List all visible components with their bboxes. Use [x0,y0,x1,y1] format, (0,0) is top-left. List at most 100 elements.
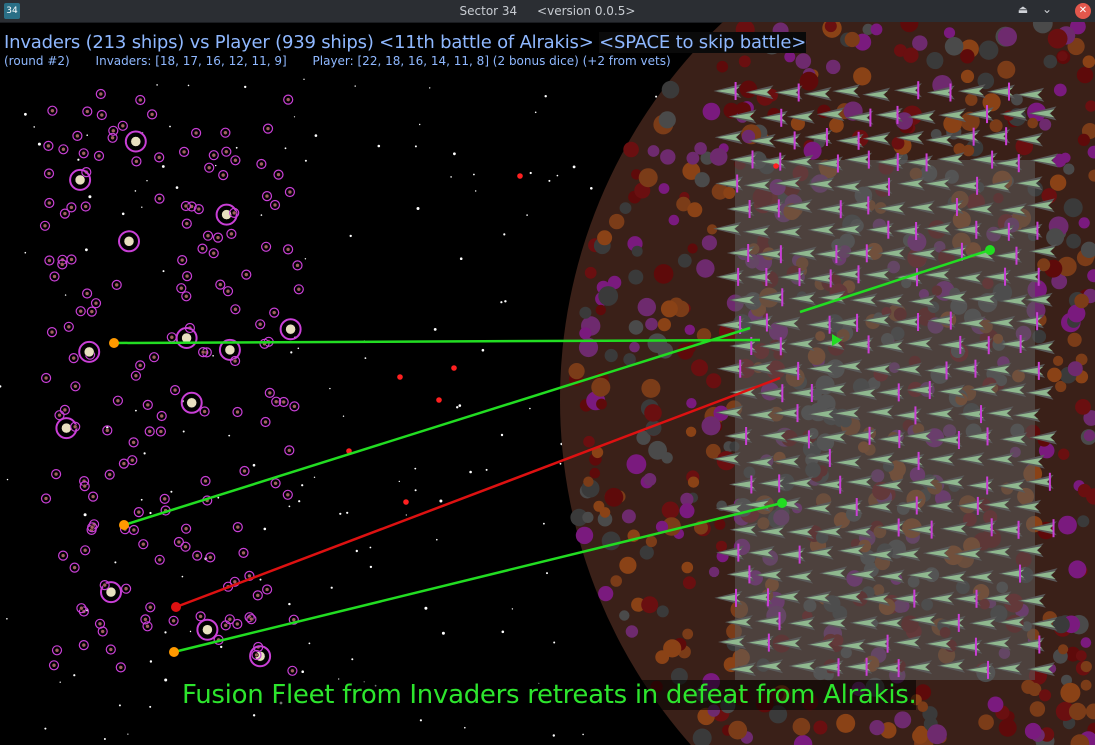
player-ship [728,662,757,677]
player-ship-engine [915,222,918,240]
star [501,630,505,634]
window-close-button[interactable]: ✕ [1075,3,1091,19]
window-minimize-button[interactable]: ⌄ [1041,2,1053,16]
player-ship-body [810,410,834,419]
star [441,631,445,635]
invader-ship [252,590,263,601]
player-ship-body [806,89,830,98]
planet-terrain-blob [655,520,669,533]
player-ship [875,153,904,171]
planet-terrain-blob [645,317,658,331]
player-ship [773,176,802,191]
player-ship [785,569,814,584]
planet-terrain-blob [1070,734,1090,745]
star [187,84,190,87]
player-ship-body [896,86,920,95]
invader-ship [251,649,262,661]
player-ship [864,499,893,514]
window-title-text: Sector 34 [459,4,518,18]
invaders-dice: Invaders: [18, 17, 16, 12, 11, 9] [95,54,287,68]
player-ship [715,267,744,286]
player-ship [926,591,955,606]
player-ship [965,105,994,124]
invader-ship-core [47,200,52,206]
player-ship [743,178,772,193]
player-ship [805,449,834,467]
player-ship-engine [1037,361,1040,380]
planet-terrain-blob [609,213,625,230]
star [164,631,167,634]
planet-terrain-blob [799,71,819,91]
player-ship-engine [781,384,784,403]
planet-terrain-blob [714,518,726,530]
planet-terrain-blob [960,49,975,64]
player-ship-body [775,457,799,466]
player-ship-engine [734,588,737,607]
projectile [397,374,403,380]
player-ship [1027,662,1055,677]
planet-terrain-blob [687,476,700,488]
invader-ship-core [143,617,148,622]
player-ship [938,108,967,123]
player-ship-body [957,642,981,651]
player-ship [1016,312,1044,331]
player-ship [818,382,847,397]
planet-terrain-blob [1024,722,1042,740]
player-ship [806,177,835,192]
player-ship-body [908,158,932,167]
planet-terrain-blob [589,467,601,479]
star [304,159,307,162]
planet-terrain-blob [903,47,919,63]
planet-terrain-blob [869,720,885,736]
player-ship [807,222,836,237]
star [175,186,179,189]
player-ship [806,269,835,288]
invader-ship-core [176,539,182,545]
invader-ship-core [259,161,264,167]
player-ship [877,430,906,449]
player-ship-body [719,548,742,557]
player-ship [757,384,786,403]
player-ship-body [930,316,954,325]
invader-ship [78,148,89,159]
planet-terrain-blob [641,378,661,398]
player-ship-engine [779,245,782,264]
planet-terrain-blob [1076,66,1094,84]
invader-ship-core [285,323,296,335]
invader-ship-core [136,509,142,515]
player-ship [1014,176,1043,191]
invader-ship-core [227,617,233,622]
player-ship [806,361,835,376]
player-ship [1028,519,1057,538]
star [228,434,231,437]
player-ship [774,361,803,380]
player-ship [907,110,936,124]
star [189,630,192,633]
window-shade-button[interactable]: ⏏ [1017,3,1029,16]
star [260,214,263,216]
player-ship [1013,267,1042,286]
invader-ship [47,105,58,116]
skip-battle-hint[interactable]: <SPACE to skip battle> [599,32,807,53]
player-ship-body [1015,411,1039,420]
player-ship-engine [976,496,979,515]
star [330,586,333,589]
planet-terrain-blob [836,713,856,733]
player-ship-body [968,573,992,581]
invader-ship-core [202,409,207,414]
planet-terrain-blob [1075,399,1091,415]
invader-ship [173,536,184,548]
player-ship [938,570,967,585]
planet-terrain-blob [1067,361,1083,377]
player-ship-body [718,504,742,513]
invader-ship [273,169,284,180]
invader-ship-core [181,149,187,155]
invader-ship-core [131,440,136,445]
invader-ship-core [200,349,206,355]
planet-terrain-blob [593,500,605,512]
player-ship [716,359,745,378]
player-ship-body [808,548,832,557]
player-ship-body [929,594,953,603]
player-ship [893,313,922,331]
player-ship-engine [867,196,870,215]
